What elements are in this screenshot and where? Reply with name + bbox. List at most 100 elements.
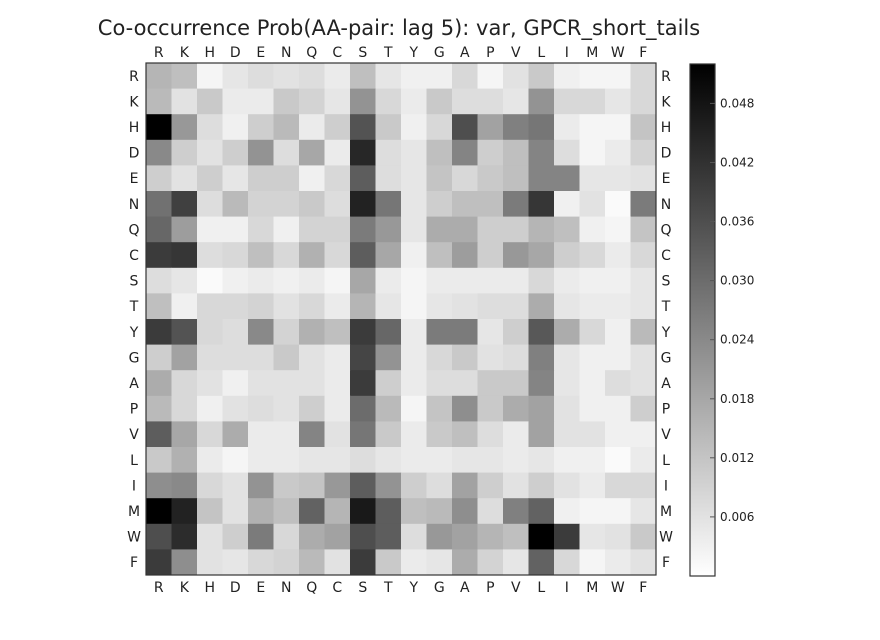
heatmap-cell-S-T (375, 267, 402, 294)
x-tick-top-C: C (332, 45, 342, 61)
heatmap-cell-G-A (452, 344, 478, 371)
heatmap-cell-P-P (477, 395, 504, 422)
x-tick-bottom-K: K (180, 580, 190, 596)
x-tick-bottom-P: P (486, 580, 494, 596)
heatmap-cell-M-T (375, 498, 402, 525)
heatmap-cell-D-K (171, 139, 198, 166)
heatmap-cell-G-H (197, 344, 223, 371)
heatmap-cell-C-L (528, 242, 555, 269)
x-tick-top-A: A (460, 45, 470, 61)
heatmap-cell-E-A (452, 165, 478, 192)
heatmap-cell-L-N (273, 447, 300, 473)
heatmap-cell-M-S (350, 498, 376, 525)
heatmap-cell-G-I (554, 344, 580, 371)
heatmap-cell-D-N (273, 139, 300, 166)
x-tick-bottom-A: A (460, 580, 470, 596)
heatmap-cell-K-S (350, 88, 376, 115)
heatmap-cell-Y-Y (401, 319, 427, 345)
heatmap-cells (146, 63, 657, 576)
heatmap-cell-E-N (273, 165, 300, 192)
heatmap-cell-L-E (248, 447, 274, 473)
heatmap-cell-S-Q (299, 267, 325, 294)
heatmap-cell-N-L (528, 191, 555, 217)
heatmap-cell-K-D (222, 88, 249, 115)
heatmap-cell-C-T (375, 242, 402, 269)
heatmap-cell-E-T (375, 165, 402, 192)
heatmap-cell-C-A (452, 242, 478, 269)
heatmap-cell-H-V (503, 114, 529, 141)
heatmap-cell-I-I (554, 472, 580, 499)
x-tick-bottom-R: R (154, 580, 164, 596)
heatmap-cell-N-Q (299, 191, 325, 217)
heatmap-cell-W-I (554, 523, 580, 550)
x-tick-bottom-I: I (565, 580, 569, 596)
heatmap-cell-R-C (324, 63, 351, 89)
heatmap-cell-Y-R (146, 319, 172, 345)
heatmap-cell-F-P (477, 549, 504, 576)
heatmap-cell-N-C (324, 191, 351, 217)
heatmap-cell-M-G (426, 498, 453, 525)
heatmap-cell-P-Q (299, 395, 325, 422)
heatmap-cell-G-V (503, 344, 529, 371)
heatmap-cell-S-A (452, 267, 478, 294)
heatmap-cell-E-W (605, 165, 631, 192)
y-tick-left-Q: Q (128, 222, 139, 238)
heatmap-cell-Q-F (630, 216, 657, 243)
heatmap-cell-T-K (171, 293, 198, 320)
heatmap-cell-H-Y (401, 114, 427, 141)
heatmap-cell-D-M (579, 139, 606, 166)
heatmap-cell-K-C (324, 88, 351, 115)
colorbar (689, 63, 716, 577)
heatmap-cell-Y-P (477, 319, 504, 345)
heatmap-cell-I-V (503, 472, 529, 499)
heatmap-cell-K-R (146, 88, 172, 115)
heatmap-cell-F-D (222, 549, 249, 576)
heatmap-cell-E-R (146, 165, 172, 192)
heatmap-cell-K-N (273, 88, 300, 115)
heatmap-cell-K-A (452, 88, 478, 115)
heatmap-cell-S-W (605, 267, 631, 294)
heatmap-cell-L-I (554, 447, 580, 473)
heatmap-cell-Y-M (579, 319, 606, 345)
heatmap-cell-T-I (554, 293, 580, 320)
heatmap-cell-W-G (426, 523, 453, 550)
x-tick-bottom-M: M (586, 580, 598, 596)
heatmap-cell-Y-E (248, 319, 274, 345)
heatmap-cell-D-R (146, 139, 172, 166)
heatmap-cell-W-P (477, 523, 504, 550)
y-tick-left-D: D (129, 146, 140, 162)
heatmap-cell-G-R (146, 344, 172, 371)
heatmap-cell-I-W (605, 472, 631, 499)
heatmap-cell-G-T (375, 344, 402, 371)
heatmap-cell-W-C (324, 523, 351, 550)
heatmap-cell-N-K (171, 191, 198, 217)
heatmap-cell-D-W (605, 139, 631, 166)
x-tick-top-S: S (358, 45, 367, 61)
heatmap-cell-S-D (222, 267, 249, 294)
colorbar-tick-label: 0.012 (720, 451, 754, 465)
heatmap-cell-K-T (375, 88, 402, 115)
heatmap-cell-P-T (375, 395, 402, 422)
heatmap-cell-E-M (579, 165, 606, 192)
y-tick-left-Y: Y (129, 325, 139, 341)
heatmap-cell-Q-R (146, 216, 172, 243)
y-tick-right-H: H (661, 120, 672, 136)
heatmap-cell-W-A (452, 523, 478, 550)
heatmap-cell-A-L (528, 370, 555, 397)
heatmap-cell-T-E (248, 293, 274, 320)
heatmap-cell-G-D (222, 344, 249, 371)
heatmap-cell-Q-C (324, 216, 351, 243)
x-tick-bottom-L: L (537, 580, 545, 596)
heatmap-cell-F-S (350, 549, 376, 576)
y-tick-left-M: M (128, 504, 140, 520)
heatmap-cell-T-G (426, 293, 453, 320)
heatmap-cell-S-C (324, 267, 351, 294)
heatmap-cell-H-S (350, 114, 376, 141)
heatmap-cell-G-Y (401, 344, 427, 371)
y-tick-right-E: E (662, 171, 671, 187)
heatmap-cell-T-H (197, 293, 223, 320)
heatmap-cell-K-P (477, 88, 504, 115)
heatmap-cell-M-R (146, 498, 172, 525)
